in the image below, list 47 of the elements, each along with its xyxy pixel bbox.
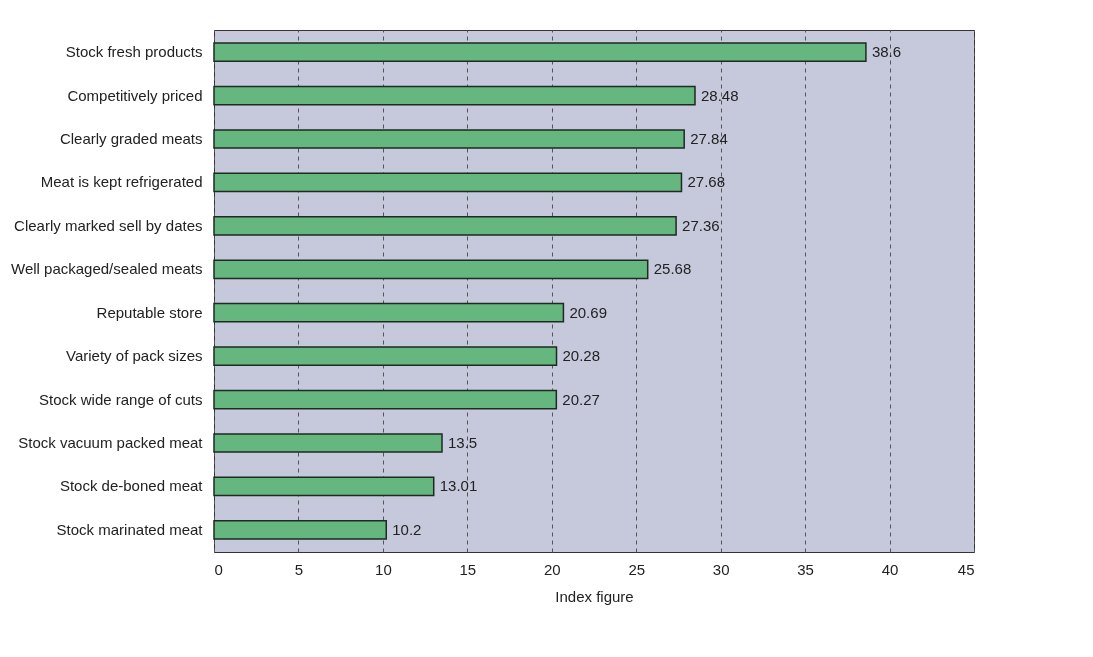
- data-label: 27.36: [682, 216, 720, 234]
- data-label: 13.5: [448, 434, 478, 451]
- y-tick-label: Clearly graded meats: [59, 130, 203, 147]
- bar: [213, 215, 677, 236]
- data-label: 28.48: [701, 86, 739, 104]
- y-tick-label: Stock wide range of cuts: [39, 390, 203, 408]
- data-label: 20.28: [562, 347, 601, 365]
- data-label: 20.27: [562, 390, 600, 408]
- bar: [213, 259, 649, 280]
- bar: [213, 129, 685, 149]
- x-tick-label: 35: [797, 560, 814, 578]
- x-tick-label: 20: [543, 560, 561, 578]
- y-tick-label: Well packaged/sealed meats: [11, 260, 203, 278]
- x-tick-label: 45: [957, 560, 975, 578]
- bar: [213, 346, 558, 367]
- data-label: 10.2: [392, 520, 422, 538]
- y-tick-label: Stock vacuum packed meat: [18, 434, 204, 451]
- data-label: 13.01: [439, 477, 478, 495]
- y-tick-label: Reputable store: [96, 303, 203, 321]
- data-label: 38.6: [871, 43, 902, 61]
- x-tick-label: 0: [214, 560, 223, 578]
- bar: [213, 172, 683, 193]
- data-label: 27.84: [690, 130, 728, 147]
- y-tick-label: Stock de-boned meat: [59, 477, 204, 495]
- bar: [213, 85, 696, 106]
- x-tick-label: 10: [375, 560, 392, 578]
- x-tick-label: 5: [294, 560, 304, 578]
- y-tick-label: Meat is kept refrigerated: [40, 173, 203, 191]
- y-tick-label: Competitively priced: [67, 86, 203, 104]
- y-tick-label: Stock fresh products: [65, 43, 203, 61]
- x-tick-label: 30: [712, 560, 730, 578]
- bar: [213, 42, 867, 63]
- y-tick-label: Clearly marked sell by dates: [14, 216, 203, 234]
- bar: [213, 476, 435, 497]
- bar: [213, 302, 565, 323]
- bar: [213, 433, 443, 453]
- y-tick-label: Variety of pack sizes: [66, 347, 203, 365]
- data-label: 20.69: [569, 303, 607, 321]
- data-label: 25.68: [653, 260, 692, 278]
- bar: [213, 519, 388, 540]
- y-tick-label: Stock marinated meat: [56, 520, 204, 538]
- x-tick-label: 40: [881, 560, 899, 578]
- x-tick-label: 15: [459, 560, 477, 578]
- data-label: 27.68: [687, 173, 726, 191]
- bar: [213, 389, 558, 410]
- x-axis-title: Index figure: [555, 587, 634, 605]
- x-tick-label: 25: [628, 560, 646, 578]
